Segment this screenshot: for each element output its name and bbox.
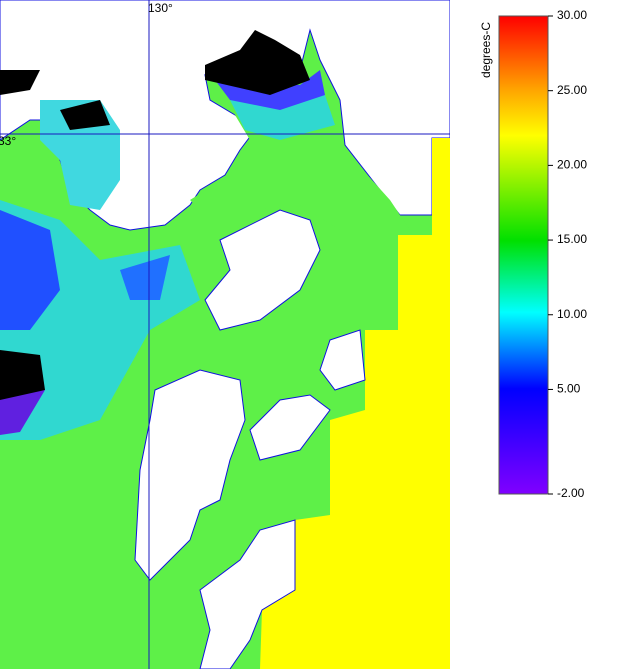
warm-water xyxy=(260,138,450,669)
colorbar-tick-label: -2.00 xyxy=(557,486,585,500)
land xyxy=(204,209,321,331)
colorbar-title: degrees-C xyxy=(479,22,493,78)
cool-water xyxy=(230,95,335,140)
colorbar xyxy=(498,15,549,495)
cold-water xyxy=(0,210,60,330)
longitude-label: 130° xyxy=(148,1,173,15)
no-data xyxy=(0,350,45,405)
sst-map xyxy=(0,0,450,669)
no-data xyxy=(205,30,310,95)
land xyxy=(319,329,366,391)
colorbar-tick-label: 20.00 xyxy=(557,158,587,172)
colorbar-tick-label: 5.00 xyxy=(557,382,581,396)
cold-water xyxy=(0,390,45,435)
colorbar-ticks: 30.00 25.00 20.00 15.00 10.00 5.00 -2.00 xyxy=(548,8,587,500)
latitude-label: 33° xyxy=(0,134,16,148)
cold-water xyxy=(120,255,170,300)
no-data xyxy=(0,70,40,95)
colorbar-tick-label: 15.00 xyxy=(557,232,587,246)
cool-water xyxy=(40,100,120,210)
no-data xyxy=(60,100,110,130)
land xyxy=(199,519,296,669)
land xyxy=(134,369,246,581)
land xyxy=(249,394,331,461)
colorbar-tick-label: 10.00 xyxy=(557,307,587,321)
colorbar-tick-label: 25.00 xyxy=(557,83,587,97)
colorbar-tick-label: 30.00 xyxy=(557,8,587,22)
